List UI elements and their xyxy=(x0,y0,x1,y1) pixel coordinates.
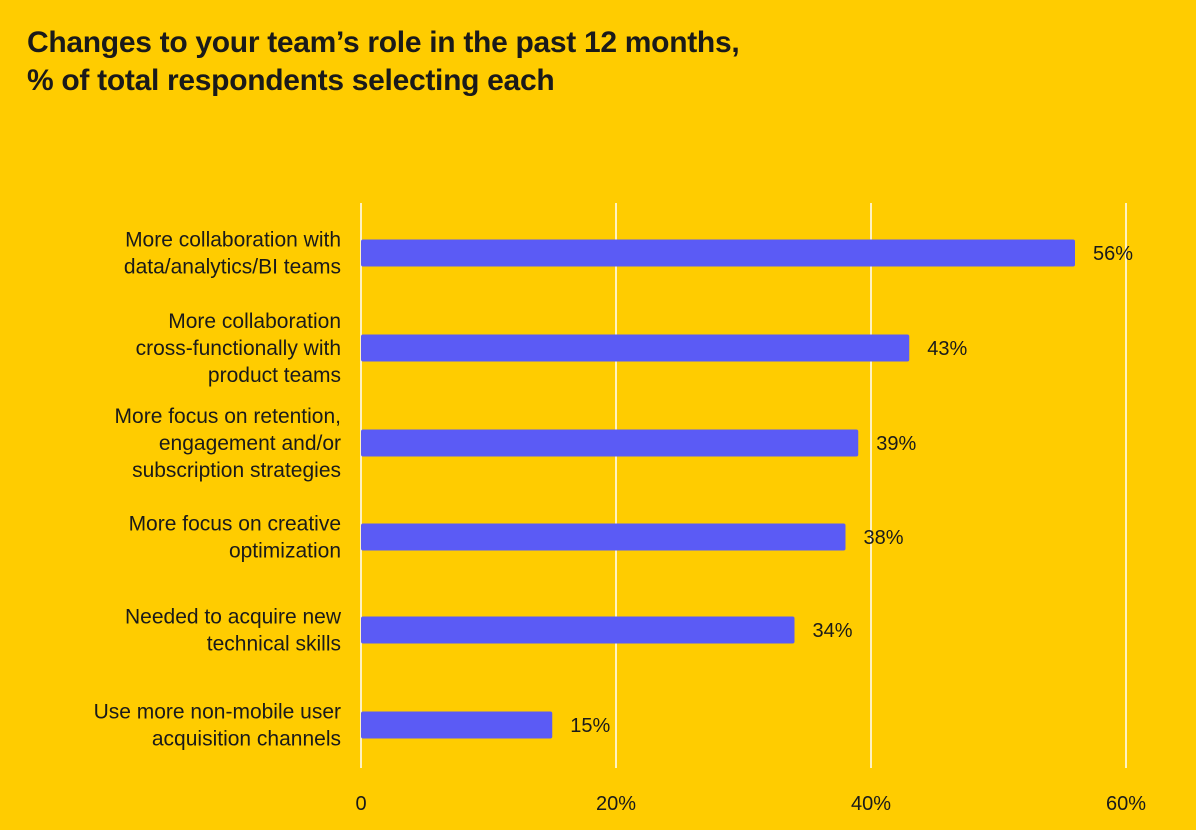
bar-value-label: 15% xyxy=(570,715,610,737)
category-label-line: More focus on creative xyxy=(129,513,341,536)
category-label-line: More collaboration xyxy=(168,310,341,333)
bar xyxy=(361,616,795,644)
category-label-line: technical skills xyxy=(207,633,341,656)
chart-title-line-2: % of total respondents selecting each xyxy=(27,64,555,97)
category-label: Needed to acquire new technical skills xyxy=(125,606,342,656)
gridlines xyxy=(360,203,1127,768)
chart-title-line-1: Changes to your team’s role in the past … xyxy=(27,26,740,59)
category-label-line: product teams xyxy=(208,364,341,387)
category-label-line: More focus on retention, xyxy=(115,405,341,428)
category-label-line: Use more non-mobile user xyxy=(94,701,341,724)
bar xyxy=(361,711,553,739)
category-label-line: acquisition channels xyxy=(152,728,341,751)
category-label-line: Needed to acquire new xyxy=(125,606,342,629)
category-label-line: optimization xyxy=(229,540,341,563)
category-label: More collaboration with data/analytics/BI… xyxy=(124,229,341,279)
bar xyxy=(361,523,846,551)
bar xyxy=(361,239,1075,267)
bar-value-label: 43% xyxy=(927,338,967,360)
category-label: More focus on creative optimization xyxy=(129,513,341,563)
x-tick-label: 40% xyxy=(851,793,891,815)
bar-value-label: 34% xyxy=(813,620,853,642)
bars xyxy=(361,239,1075,739)
value-labels: 56% 43% 39% 38% 34% 15% xyxy=(570,243,1133,737)
bar-value-label: 56% xyxy=(1093,243,1133,265)
bar xyxy=(361,334,910,362)
category-label: Use more non-mobile user acquisition chan… xyxy=(94,701,341,751)
category-label-line: engagement and/or xyxy=(159,432,341,455)
bar xyxy=(361,429,859,457)
bar-value-label: 38% xyxy=(864,527,904,549)
category-label-line: More collaboration with xyxy=(125,229,341,252)
category-labels: More collaboration with data/analytics/BI… xyxy=(94,229,342,751)
bar-value-label: 39% xyxy=(876,433,916,455)
x-tick-label: 20% xyxy=(596,793,636,815)
category-label-line: data/analytics/BI teams xyxy=(124,256,341,279)
x-axis-ticks: 0 20% 40% 60% xyxy=(355,793,1146,815)
category-label-line: subscription strategies xyxy=(132,459,341,482)
x-tick-label: 60% xyxy=(1106,793,1146,815)
category-label: More focus on retention, engagement and/o… xyxy=(115,405,341,482)
x-tick-label: 0 xyxy=(355,793,366,815)
chart-title: Changes to your team’s role in the past … xyxy=(27,24,740,100)
category-label: More collaboration cross-functionally wit… xyxy=(136,310,341,387)
category-label-line: cross-functionally with xyxy=(136,337,341,360)
